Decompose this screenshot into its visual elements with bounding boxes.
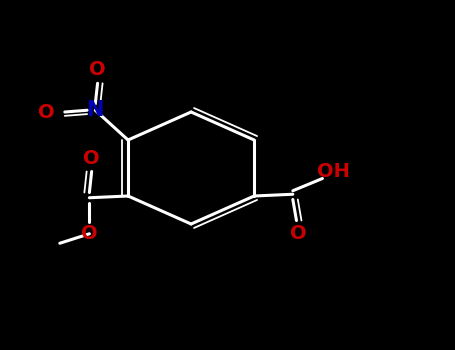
Text: O: O	[290, 224, 307, 243]
Text: O: O	[83, 149, 100, 168]
Text: N: N	[86, 100, 104, 120]
Text: O: O	[89, 60, 106, 79]
Text: O: O	[38, 103, 55, 121]
Text: OH: OH	[317, 162, 350, 181]
Text: O: O	[81, 224, 98, 243]
